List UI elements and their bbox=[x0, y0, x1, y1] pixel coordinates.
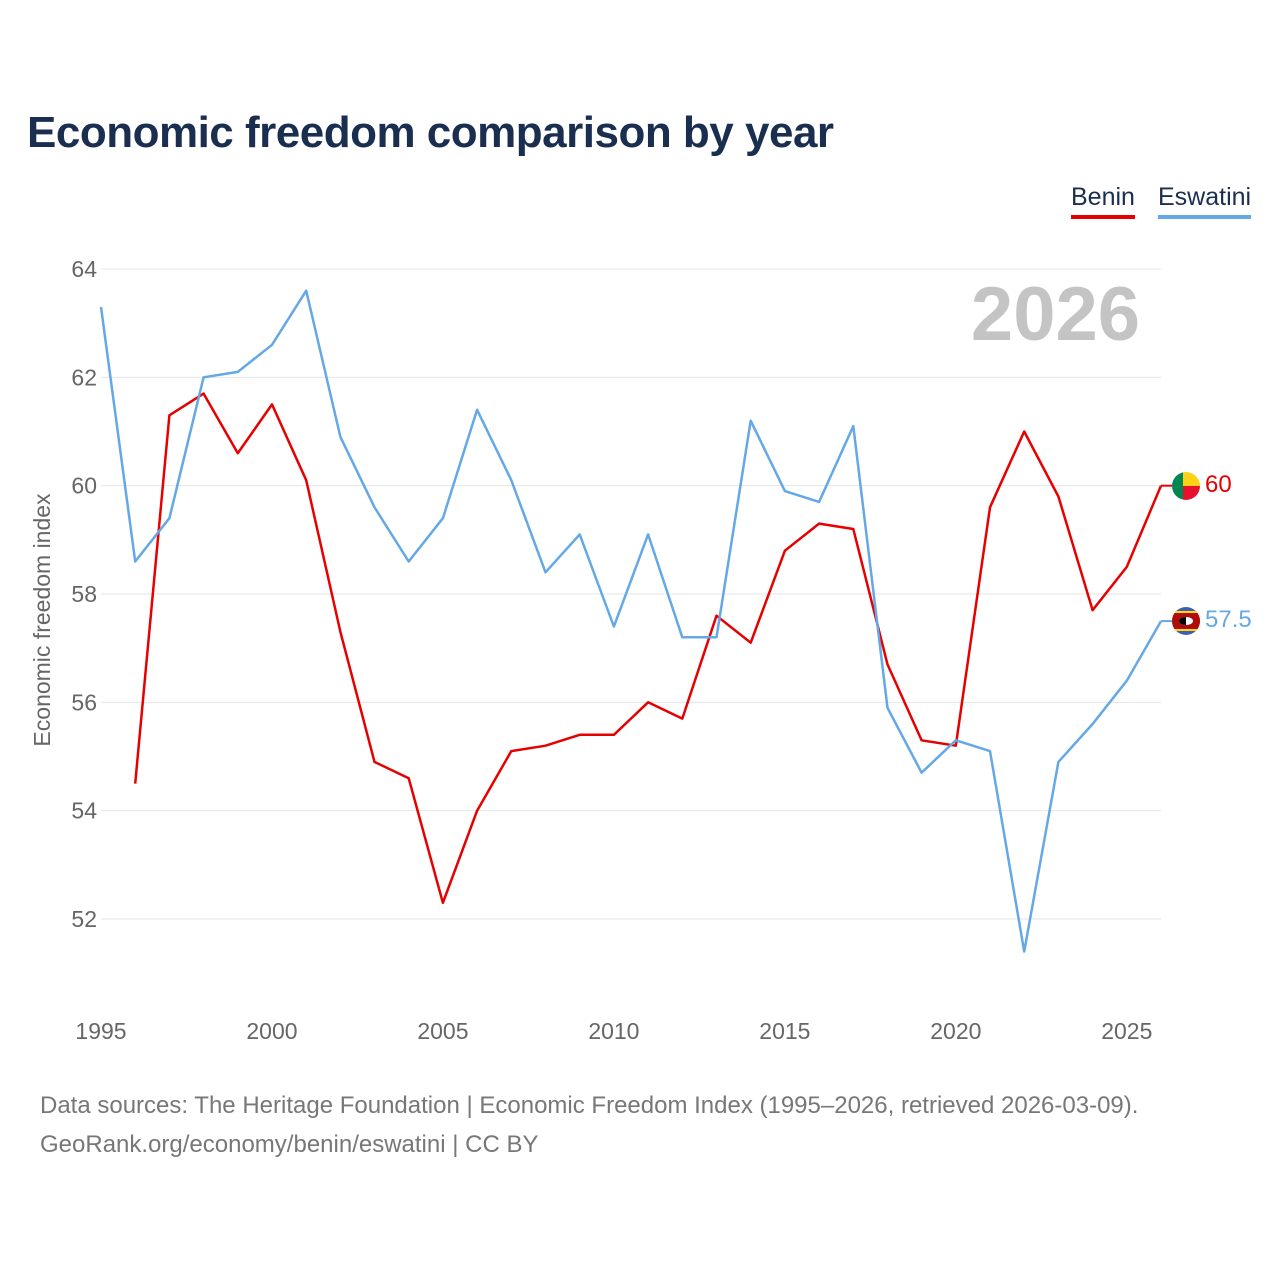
grid-lines bbox=[101, 268, 1161, 920]
legend-item-benin[interactable]: Benin bbox=[1071, 183, 1135, 219]
x-tick-label: 2010 bbox=[588, 1018, 639, 1044]
y-axis-ticks: 52 54 56 58 60 62 64 bbox=[71, 256, 97, 932]
x-tick-label: 2020 bbox=[930, 1018, 981, 1044]
x-tick-label: 2015 bbox=[759, 1018, 810, 1044]
series-line-benin[interactable] bbox=[133, 392, 1163, 905]
x-tick-label: 2000 bbox=[246, 1018, 297, 1044]
series-line-eswatini[interactable] bbox=[99, 289, 1163, 953]
chart-title: Economic freedom comparison by year bbox=[27, 108, 834, 157]
x-tick-label: 2025 bbox=[1101, 1018, 1152, 1044]
footer: Data sources: The Heritage Foundation | … bbox=[40, 1086, 1138, 1164]
footer-sources: Data sources: The Heritage Foundation | … bbox=[40, 1092, 1139, 1119]
end-value-benin: 60 bbox=[1205, 471, 1232, 498]
y-axis-label: Economic freedom index bbox=[29, 493, 55, 747]
series-lines bbox=[99, 289, 1172, 953]
x-axis-ticks: 1995 2000 2005 2010 2015 2020 2025 bbox=[75, 1018, 1152, 1044]
benin-flag-icon bbox=[1172, 472, 1200, 500]
y-tick-label: 54 bbox=[71, 798, 97, 824]
end-value-eswatini: 57.5 bbox=[1205, 606, 1252, 633]
y-tick-label: 52 bbox=[71, 906, 97, 932]
year-watermark: 2026 bbox=[971, 272, 1140, 357]
footer-attribution[interactable]: GeoRank.org/economy/benin/eswatini | CC … bbox=[40, 1131, 539, 1158]
x-tick-label: 2005 bbox=[417, 1018, 468, 1044]
y-tick-label: 62 bbox=[71, 364, 97, 390]
y-tick-label: 64 bbox=[71, 256, 97, 282]
x-tick-label: 1995 bbox=[75, 1018, 126, 1044]
y-tick-label: 60 bbox=[71, 473, 97, 499]
legend-item-eswatini[interactable]: Eswatini bbox=[1158, 183, 1252, 219]
y-tick-label: 56 bbox=[71, 689, 97, 715]
eswatini-flag-icon bbox=[1172, 607, 1200, 635]
y-tick-label: 58 bbox=[71, 581, 97, 607]
